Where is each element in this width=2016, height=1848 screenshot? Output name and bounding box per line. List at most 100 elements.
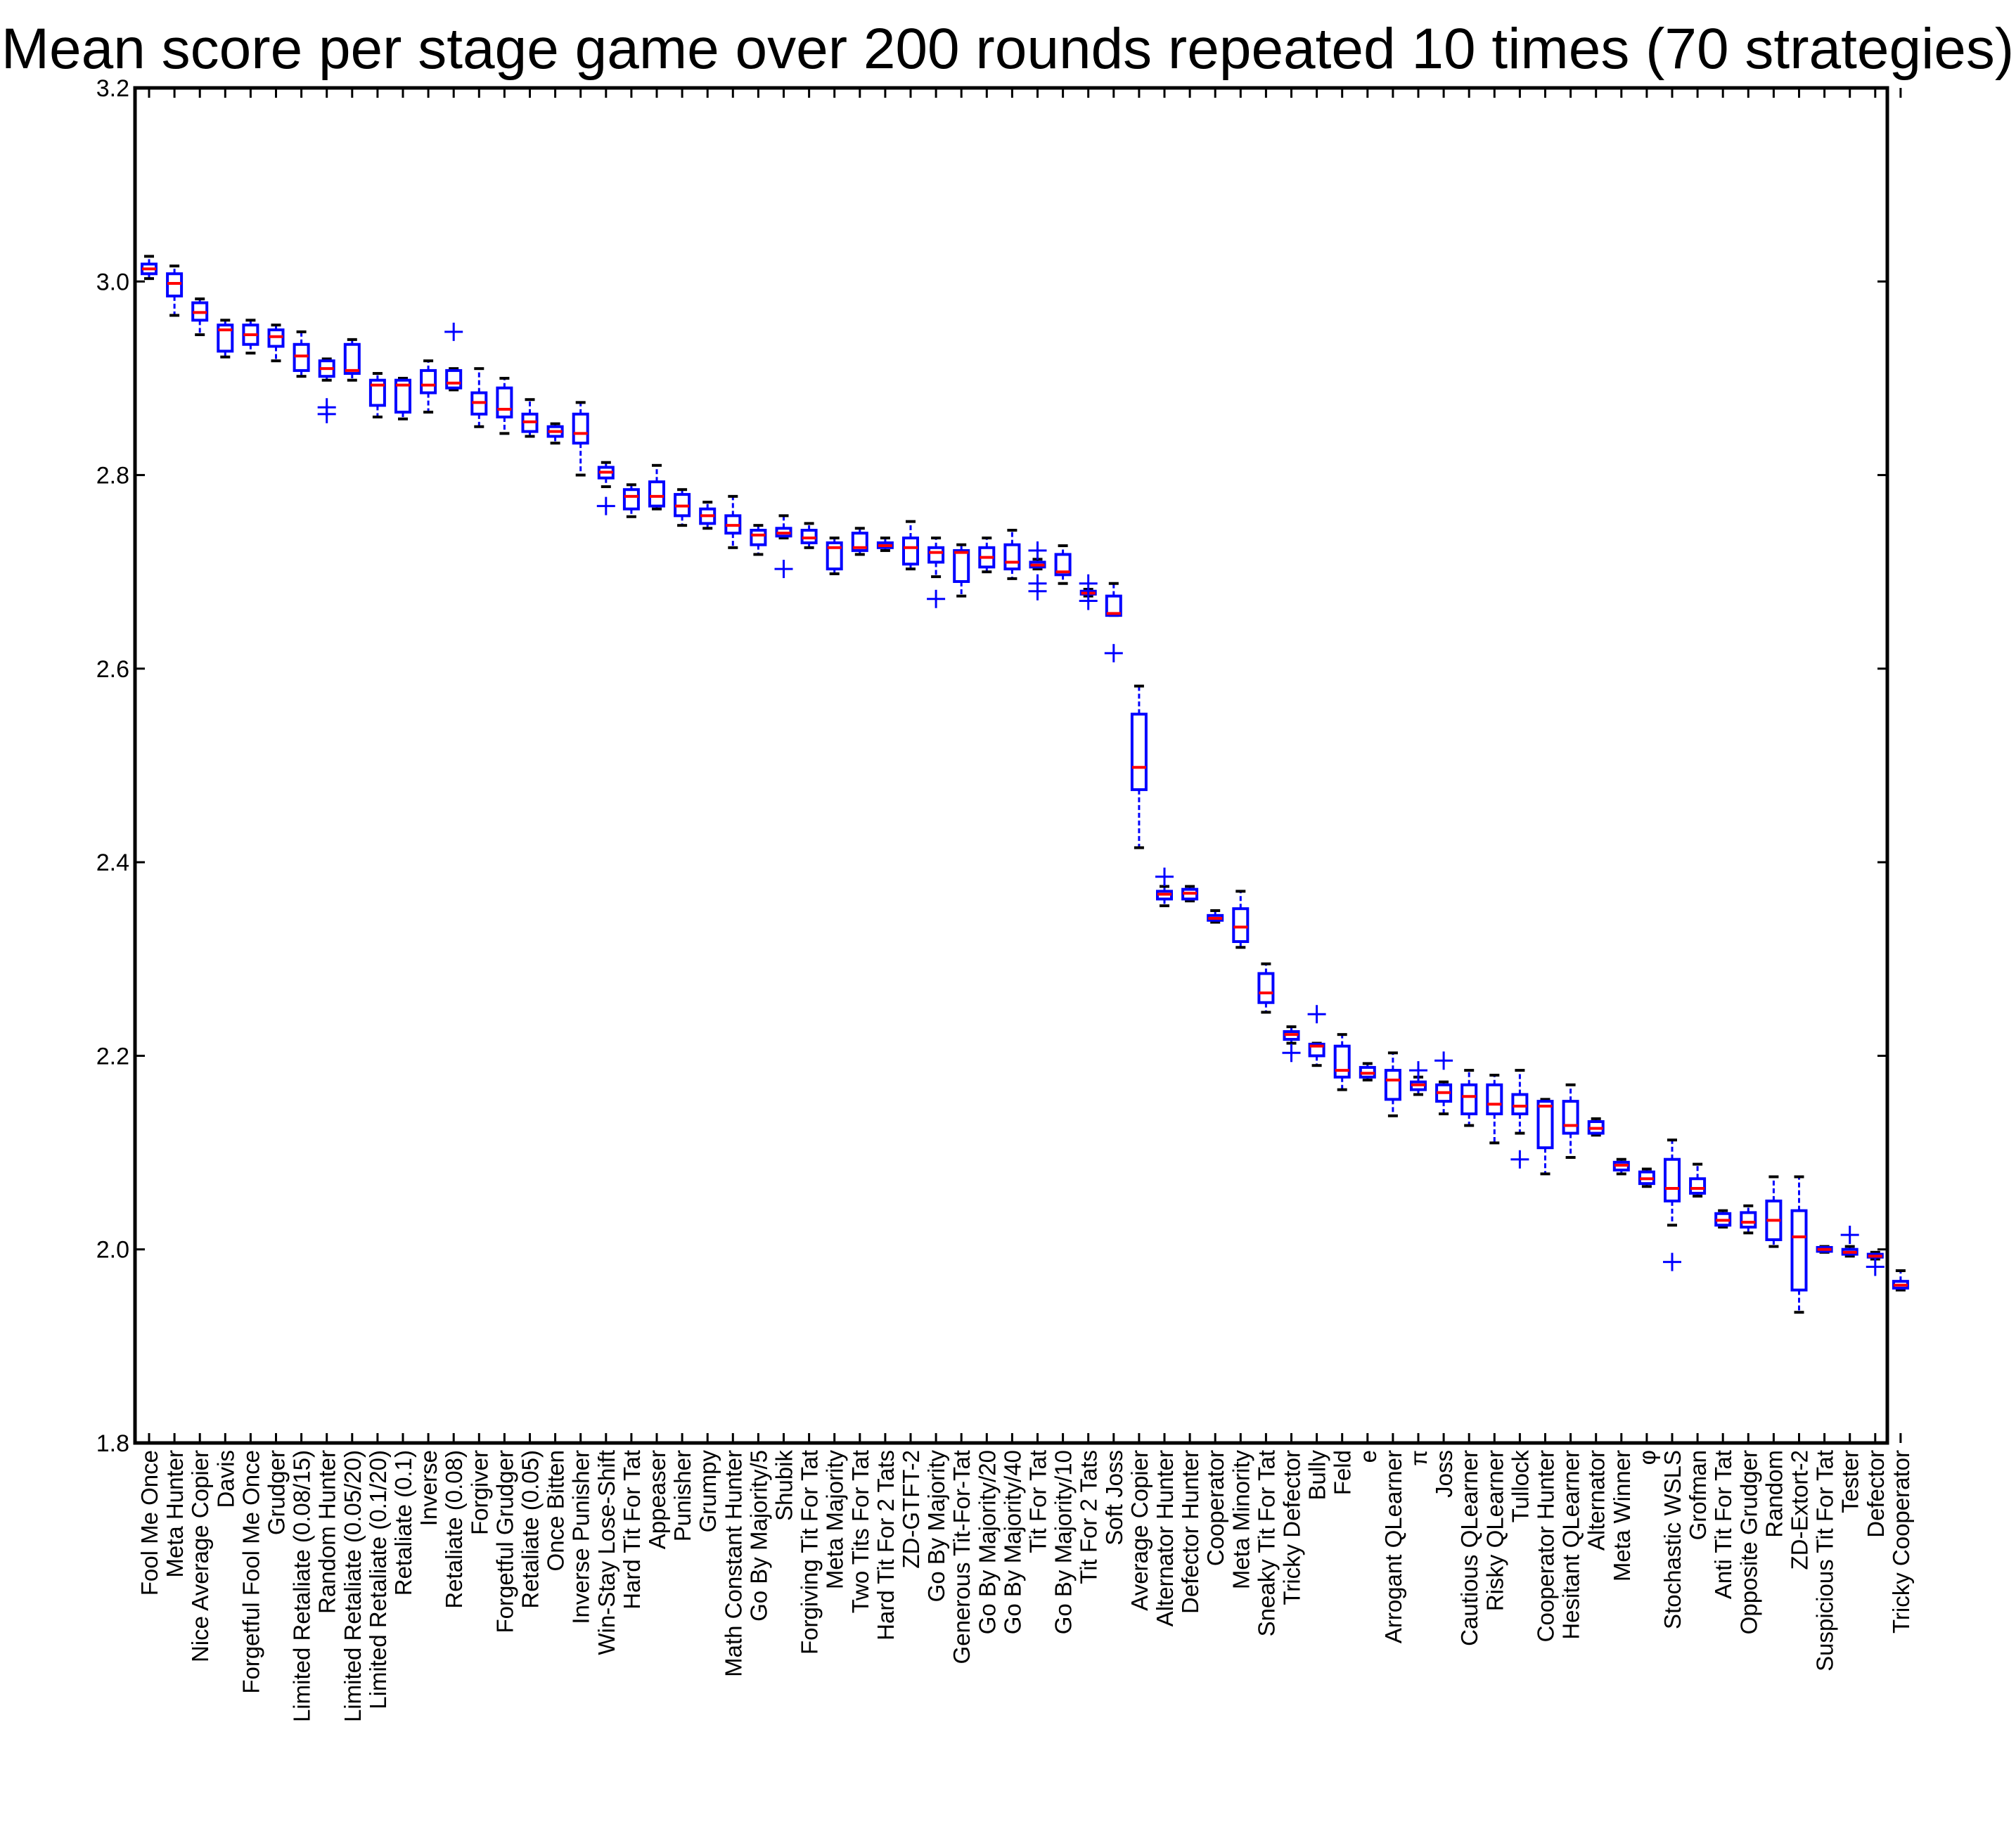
box-49 xyxy=(1359,1062,1376,1082)
x-category-label: Forgetful Grudger xyxy=(492,1450,518,1633)
y-axis: 1.8 2.0 2.2 2.4 2.6 2.8 3.0 3.2 xyxy=(96,75,1887,1457)
box-15 xyxy=(496,376,513,435)
box-3 xyxy=(191,297,209,336)
x-category-label: Cautious QLearner xyxy=(1456,1450,1482,1646)
x-category-label: Tit For Tat xyxy=(1025,1450,1051,1553)
y-tick-label: 2.6 xyxy=(96,656,129,683)
y-tick-label: 2.0 xyxy=(96,1237,129,1264)
box-36 xyxy=(1028,541,1047,601)
box-iqr xyxy=(572,412,589,445)
x-category-label: Suspicious Tit For Tat xyxy=(1812,1450,1838,1671)
y-tick-label: 3.2 xyxy=(96,75,129,102)
box-60 xyxy=(1638,1167,1655,1188)
x-category-label: Tullock xyxy=(1507,1450,1533,1523)
box-46 xyxy=(1282,1025,1301,1063)
plot-frame xyxy=(133,86,1889,1445)
x-category-label: Meta Minority xyxy=(1228,1450,1254,1590)
box-7 xyxy=(293,330,310,378)
box-37 xyxy=(1054,544,1072,585)
x-category-label: Tricky Cooperator xyxy=(1888,1450,1914,1634)
box-4 xyxy=(217,319,234,359)
box-iqr xyxy=(1232,907,1250,944)
x-category-label: Grudger xyxy=(264,1450,290,1535)
x-category-label: Cooperator Hunter xyxy=(1533,1450,1559,1642)
x-category-label: Stochastic WSLS xyxy=(1659,1450,1686,1629)
x-category-label: Two Tits For Tat xyxy=(847,1450,873,1613)
box-1 xyxy=(141,255,158,281)
x-category-label: Shubik xyxy=(771,1450,797,1521)
box-42 xyxy=(1181,885,1199,903)
box-19 xyxy=(596,461,615,515)
x-category-label: ZD-Extort-2 xyxy=(1787,1450,1813,1570)
box-33 xyxy=(953,543,970,598)
x-category-label: Go By Majority/10 xyxy=(1051,1450,1077,1634)
box-68 xyxy=(1840,1226,1859,1258)
box-iqr xyxy=(927,546,945,564)
box-39 xyxy=(1104,582,1123,662)
box-iqr xyxy=(1486,1083,1503,1116)
box-65 xyxy=(1765,1175,1783,1248)
box-61 xyxy=(1663,1138,1681,1271)
x-category-label: Alternator Hunter xyxy=(1152,1450,1178,1626)
x-category-label: Punisher xyxy=(669,1450,695,1541)
y-tick-label: 1.8 xyxy=(96,1430,129,1457)
x-category-label: Risky QLearner xyxy=(1482,1450,1508,1611)
box-iqr xyxy=(622,488,640,511)
box-21 xyxy=(648,463,665,511)
x-category-label: Sneaky Tit For Tat xyxy=(1253,1450,1279,1636)
box-iqr xyxy=(343,342,361,376)
x-category-label: ZD-GTFT-2 xyxy=(898,1450,924,1569)
box-iqr xyxy=(800,529,818,544)
box-53 xyxy=(1460,1069,1478,1127)
box-67 xyxy=(1816,1245,1833,1254)
y-tick-label: 3.0 xyxy=(96,269,129,295)
box-iqr xyxy=(445,368,463,390)
box-34 xyxy=(978,537,996,574)
box-25 xyxy=(750,524,767,556)
x-category-label: φ xyxy=(1634,1450,1660,1465)
box-iqr xyxy=(166,272,184,297)
box-iqr xyxy=(1384,1069,1401,1101)
x-category-label: Inverse Punisher xyxy=(568,1450,594,1624)
y-tick-label: 2.8 xyxy=(96,463,129,489)
x-category-label: π xyxy=(1406,1450,1432,1466)
box-69 xyxy=(1866,1250,1885,1276)
x-category-label: Meta Winner xyxy=(1609,1450,1635,1581)
box-iqr xyxy=(217,323,234,353)
box-26 xyxy=(774,514,793,579)
box-iqr xyxy=(1308,1042,1325,1058)
plot-marks xyxy=(141,255,1909,1314)
box-iqr xyxy=(902,537,919,566)
box-22 xyxy=(674,488,691,527)
x-category-label: Meta Majority xyxy=(822,1450,848,1590)
box-16 xyxy=(521,398,539,438)
box-44 xyxy=(1232,890,1250,949)
y-tick-label: 2.4 xyxy=(96,849,129,876)
box-2 xyxy=(166,264,184,317)
x-category-label: Arrogant QLearner xyxy=(1380,1450,1406,1643)
x-category-label: Retaliate (0.08) xyxy=(441,1450,467,1609)
box-13 xyxy=(444,322,463,392)
box-11 xyxy=(394,376,411,421)
box-iqr xyxy=(1333,1044,1351,1079)
box-iqr xyxy=(394,378,411,414)
x-category-label: Alternator xyxy=(1584,1450,1610,1551)
x-category-label: Cooperator xyxy=(1202,1450,1228,1566)
box-iqr xyxy=(1740,1211,1757,1229)
x-category-label: Defector xyxy=(1863,1450,1889,1538)
box-48 xyxy=(1333,1033,1351,1091)
x-category-label: Generous Tit-For-Tat xyxy=(949,1450,975,1664)
box-iqr xyxy=(420,368,437,394)
x-category-label: Joss xyxy=(1431,1450,1457,1498)
box-43 xyxy=(1207,909,1224,924)
x-category-label: Go By Majority/20 xyxy=(974,1450,1000,1634)
x-category-label: Retaliate (0.05) xyxy=(518,1450,544,1609)
box-52 xyxy=(1434,1051,1453,1116)
box-6 xyxy=(267,323,285,363)
box-iqr xyxy=(1790,1209,1808,1292)
box-18 xyxy=(572,401,589,477)
x-category-label: Appeaser xyxy=(644,1450,670,1549)
box-27 xyxy=(800,522,818,549)
